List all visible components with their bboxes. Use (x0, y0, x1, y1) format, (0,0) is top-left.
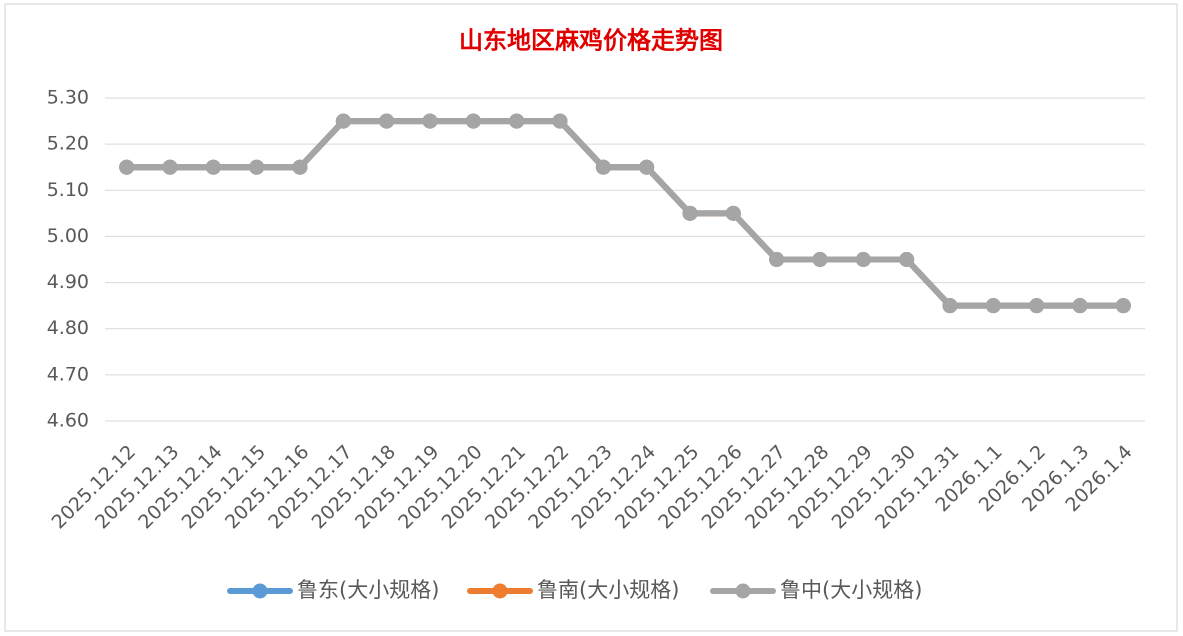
chart-title: 山东地区麻鸡价格走势图 (459, 26, 723, 55)
point (725, 205, 741, 221)
legend-marker (252, 583, 268, 599)
y-tick-label: 4.90 (47, 271, 89, 293)
point (899, 252, 915, 267)
point (942, 298, 958, 314)
y-tick-label: 4.60 (47, 410, 89, 432)
point (682, 205, 698, 221)
point (509, 113, 525, 129)
y-tick-label: 5.30 (47, 87, 89, 109)
point (119, 159, 135, 175)
point (335, 113, 351, 129)
y-tick-label: 5.20 (47, 133, 89, 155)
point (552, 113, 568, 129)
y-tick-label: 4.70 (47, 363, 89, 385)
y-tick-label: 5.00 (47, 225, 89, 247)
chart-border (4, 3, 1178, 632)
y-tick-label: 5.10 (47, 179, 89, 201)
point (769, 252, 785, 267)
legend-label: 鲁中(大小规格) (780, 578, 922, 602)
point (985, 298, 1001, 314)
y-tick-label: 4.80 (47, 317, 89, 339)
point (812, 252, 828, 267)
point (855, 252, 871, 267)
point (595, 159, 611, 175)
point (292, 159, 308, 175)
point (422, 113, 438, 129)
point (249, 159, 265, 175)
legend-marker (492, 583, 508, 599)
point (205, 159, 221, 175)
legend-label: 鲁东(大小规格) (297, 578, 439, 602)
point (1072, 298, 1088, 314)
point (162, 159, 178, 175)
point (639, 159, 655, 175)
point (1029, 298, 1045, 314)
legend-label: 鲁南(大小规格) (537, 578, 679, 602)
point (379, 113, 395, 129)
legend-marker (735, 583, 751, 599)
point (465, 113, 481, 129)
point (1115, 298, 1131, 314)
